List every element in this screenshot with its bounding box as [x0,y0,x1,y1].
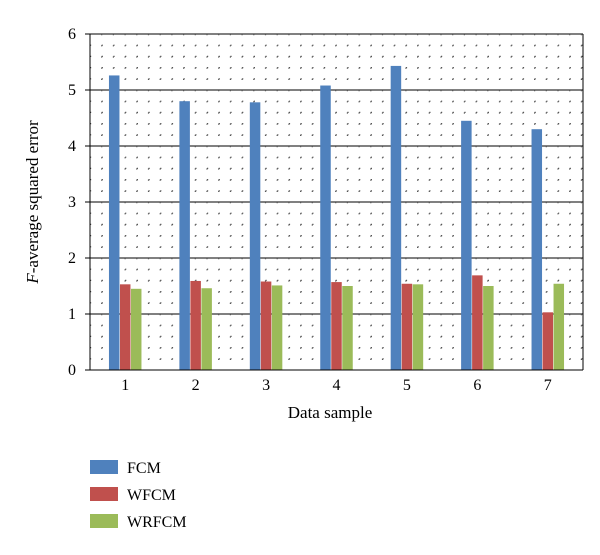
legend: FCM WFCM WRFCM [90,460,187,531]
bar-wrfcm-6 [483,286,494,370]
x-tick-label: 2 [192,377,200,394]
bar-fcm-4 [320,85,331,371]
x-tick-label: 5 [403,377,411,394]
bar-fcm-1 [108,75,120,370]
x-tick-labels: 1 2 3 4 5 6 7 [121,377,552,394]
y-tick-label: 5 [68,82,76,99]
x-tick-label: 6 [473,377,481,394]
y-tick-label: 0 [68,362,76,379]
y-axis-title-rest: -average squared error [23,120,42,273]
bar-wfcm-7 [542,312,554,370]
bar-fcm-2 [179,101,190,370]
x-tick-label: 3 [262,377,270,394]
x-tick-label: 7 [544,377,552,394]
legend-swatch-fcm [90,460,118,474]
x-tick-label: 4 [333,377,341,394]
bar-wrfcm-1 [130,288,142,370]
bar-wfcm-3 [260,281,272,370]
bar-fcm-5 [390,65,402,371]
legend-label-wrfcm: WRFCM [127,514,187,531]
legend-swatch-wrfcm [90,514,118,528]
bar-fcm-6 [461,120,472,370]
y-tick-label: 1 [68,306,76,323]
bar-fcm-3 [249,102,261,370]
y-tick-label: 3 [68,194,76,211]
bar-wfcm-5 [401,283,413,370]
y-axis-title: F-average squared error [23,120,42,285]
bar-fcm-7 [531,129,543,370]
legend-label-fcm: FCM [127,460,161,477]
y-tick-labels: 0 1 2 3 4 5 6 [68,26,90,379]
x-tick-label: 1 [121,377,129,394]
y-tick-label: 4 [68,138,76,155]
bar-wrfcm-7 [553,283,565,370]
bar-wfcm-6 [472,275,483,370]
legend-label-wfcm: WFCM [127,487,176,504]
bar-wfcm-2 [190,280,201,370]
y-axis-title-italic: F [23,273,42,285]
x-axis-title: Data sample [288,403,373,422]
bar-wrfcm-4 [342,286,353,370]
bar-wrfcm-2 [201,288,212,370]
bar-wrfcm-3 [271,285,283,370]
legend-swatch-wfcm [90,487,118,501]
y-tick-label: 6 [68,26,76,43]
y-tick-label: 2 [68,250,76,267]
bars [108,65,565,371]
bar-wfcm-1 [119,284,131,370]
bar-wrfcm-5 [412,284,424,370]
bar-wfcm-4 [331,282,342,370]
